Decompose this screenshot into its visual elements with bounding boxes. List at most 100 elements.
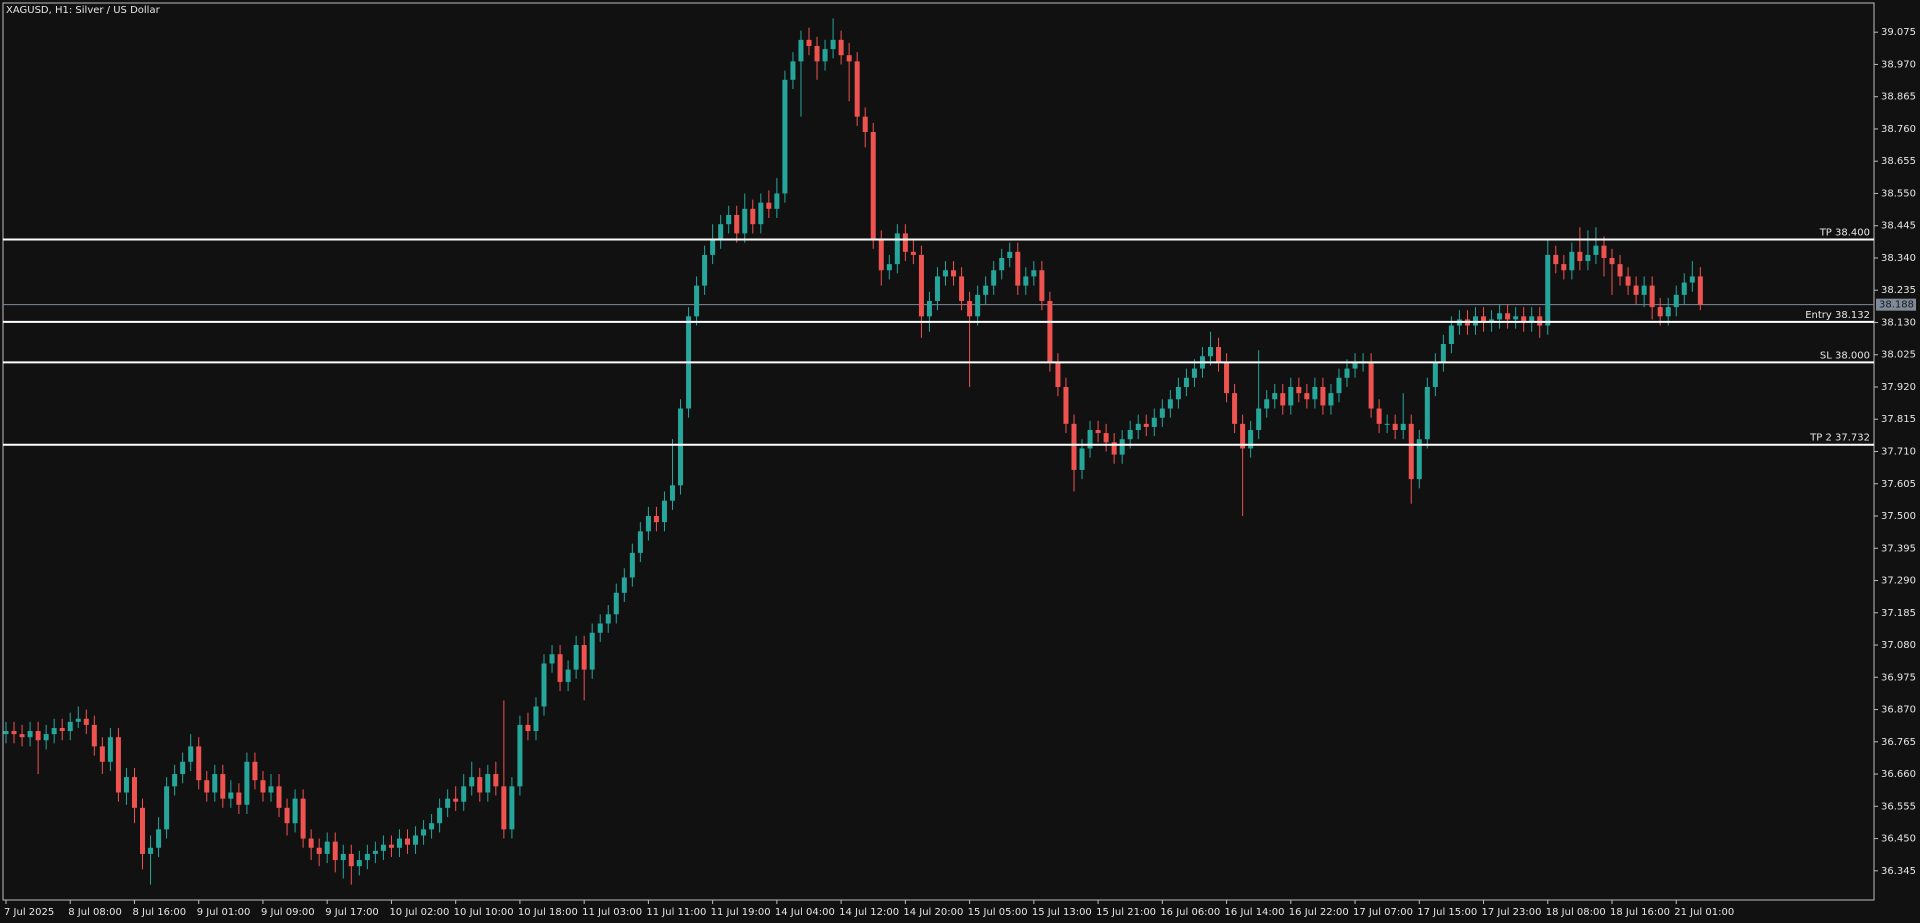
y-tick-label: 38.970 bbox=[1881, 59, 1916, 70]
x-tick-label: 9 Jul 09:00 bbox=[261, 907, 315, 918]
candle-body bbox=[43, 734, 49, 741]
candle-body bbox=[1505, 313, 1511, 320]
candle-body bbox=[1376, 408, 1382, 424]
candle-body bbox=[750, 208, 756, 225]
candle-body bbox=[549, 654, 555, 664]
candle-body bbox=[380, 844, 386, 851]
candle-body bbox=[894, 233, 900, 265]
candle-body bbox=[140, 807, 146, 854]
candle-body bbox=[573, 645, 579, 670]
y-tick-label: 36.345 bbox=[1881, 866, 1916, 877]
candle-body bbox=[1119, 439, 1125, 455]
candle-body bbox=[405, 838, 410, 845]
candle-body bbox=[943, 270, 949, 277]
candle-body bbox=[236, 792, 242, 805]
candle-body bbox=[934, 276, 940, 301]
y-tick-label: 36.555 bbox=[1881, 801, 1916, 812]
candle-body bbox=[525, 724, 531, 732]
x-tick-label: 16 Jul 06:00 bbox=[1160, 907, 1220, 918]
y-tick-label: 38.235 bbox=[1881, 285, 1916, 296]
x-tick-label: 10 Jul 18:00 bbox=[518, 907, 578, 918]
candle-body bbox=[252, 761, 258, 781]
level-label: Entry 38.132 bbox=[1805, 310, 1870, 321]
x-tick-label: 17 Jul 07:00 bbox=[1353, 907, 1413, 918]
candle-body bbox=[605, 614, 611, 624]
candle-body bbox=[1585, 254, 1591, 262]
candle-body bbox=[1288, 386, 1294, 406]
candle-body bbox=[854, 61, 860, 117]
candle-body bbox=[1432, 362, 1438, 387]
candle-body bbox=[710, 239, 716, 255]
candle-body bbox=[1143, 423, 1149, 427]
x-tick-label: 16 Jul 14:00 bbox=[1225, 907, 1285, 918]
candle-body bbox=[204, 780, 210, 793]
candle-body bbox=[1689, 276, 1695, 283]
candle-body bbox=[1248, 429, 1254, 449]
candle-body bbox=[734, 214, 740, 234]
candle-body bbox=[123, 777, 129, 793]
candle-body bbox=[1079, 448, 1085, 470]
candle-body bbox=[396, 838, 402, 848]
candle-body bbox=[565, 669, 571, 682]
candle-body bbox=[798, 39, 804, 62]
candle-body bbox=[156, 829, 162, 848]
x-tick-label: 15 Jul 13:00 bbox=[1032, 907, 1092, 918]
candle-body bbox=[645, 516, 651, 532]
y-tick-label: 37.920 bbox=[1881, 382, 1916, 393]
candle-body bbox=[308, 838, 314, 848]
candle-body bbox=[782, 79, 788, 194]
candle-body bbox=[348, 853, 354, 867]
candle-body bbox=[1633, 285, 1639, 295]
y-tick-label: 37.185 bbox=[1881, 608, 1916, 619]
candle-body bbox=[1312, 386, 1318, 400]
y-tick-label: 38.760 bbox=[1881, 124, 1916, 135]
candle-body bbox=[1328, 393, 1334, 406]
candle-body bbox=[1272, 393, 1278, 400]
candle-body bbox=[188, 746, 194, 762]
candle-body bbox=[429, 823, 435, 830]
candle-body bbox=[1039, 270, 1045, 301]
candle-body bbox=[975, 294, 981, 317]
candle-body bbox=[1240, 423, 1246, 449]
candle-body bbox=[1167, 399, 1173, 409]
candle-body bbox=[1047, 300, 1053, 363]
candle-body bbox=[1625, 276, 1631, 286]
candle-body bbox=[268, 786, 274, 793]
y-tick-label: 37.605 bbox=[1881, 479, 1916, 490]
candle-body bbox=[501, 786, 507, 830]
candle-body bbox=[228, 792, 234, 799]
candle-body bbox=[99, 746, 105, 762]
candle-body bbox=[1601, 245, 1607, 258]
candle-body bbox=[1400, 423, 1406, 430]
x-tick-label: 8 Jul 08:00 bbox=[68, 907, 122, 918]
candle-body bbox=[212, 774, 218, 793]
candle-body bbox=[991, 270, 997, 286]
candle-body bbox=[332, 841, 338, 861]
candle-body bbox=[75, 718, 81, 722]
candle-body bbox=[1256, 408, 1262, 430]
candle-body bbox=[758, 202, 764, 225]
candle-body bbox=[822, 49, 828, 62]
y-tick-label: 37.080 bbox=[1881, 640, 1916, 651]
candle-body bbox=[1304, 393, 1310, 400]
y-tick-label: 37.500 bbox=[1881, 511, 1916, 522]
candle-body bbox=[1368, 362, 1374, 409]
level-label: TP 2 37.732 bbox=[1809, 433, 1870, 444]
y-tick-label: 37.290 bbox=[1881, 576, 1916, 587]
candle-body bbox=[1151, 417, 1157, 427]
candle-body bbox=[918, 254, 924, 317]
candle-body bbox=[148, 847, 154, 854]
candle-body bbox=[533, 706, 539, 732]
candle-body bbox=[67, 721, 73, 732]
candle-body bbox=[629, 552, 635, 578]
candle-body bbox=[1344, 368, 1350, 378]
candle-body bbox=[637, 531, 643, 553]
candle-body bbox=[1424, 386, 1430, 440]
candle-body bbox=[324, 841, 330, 854]
candle-body bbox=[1649, 285, 1655, 308]
candle-body bbox=[1111, 442, 1117, 455]
candle-body bbox=[774, 193, 780, 209]
candle-body bbox=[902, 233, 908, 252]
candle-body bbox=[364, 853, 370, 861]
